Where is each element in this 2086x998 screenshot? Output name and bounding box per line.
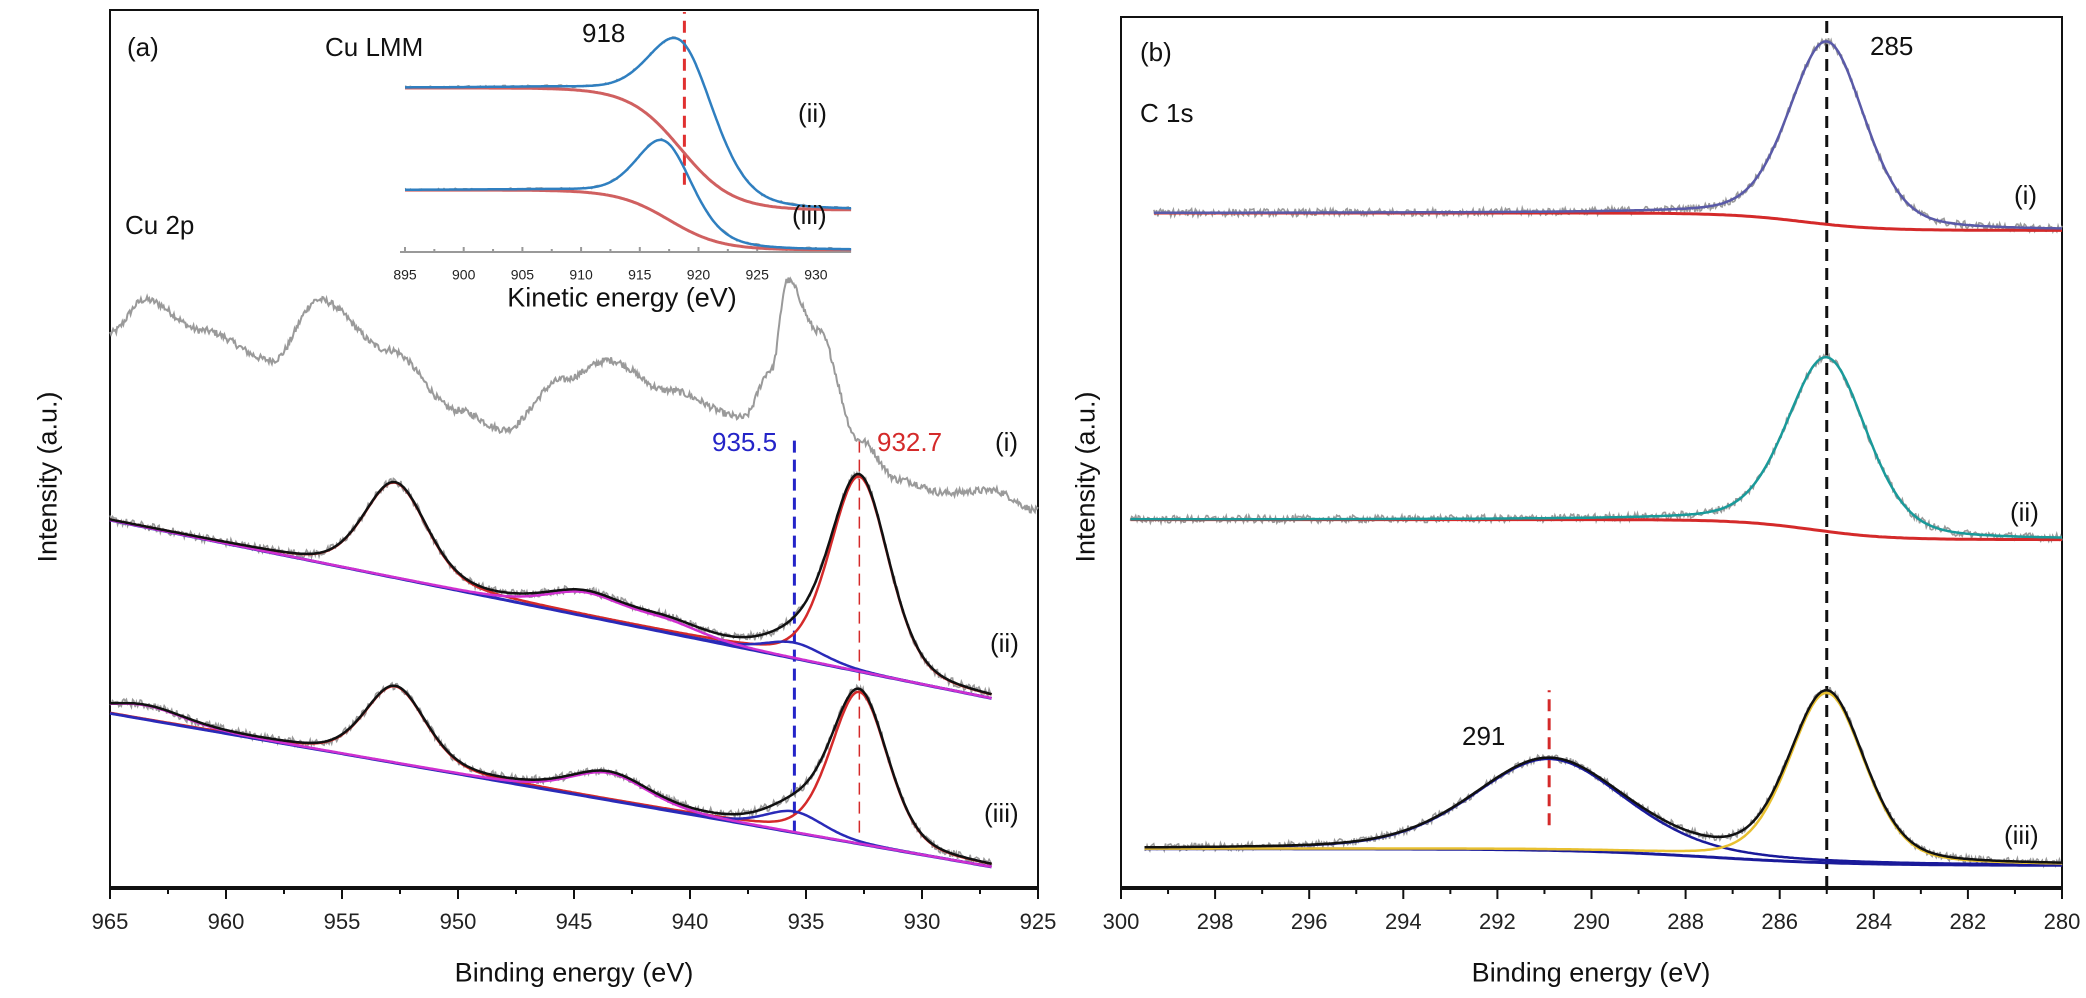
x-tick-label-inset: 925: [746, 267, 770, 283]
panel-a-inset-plot: 895 900 905 910 915 920 925 930: [393, 12, 852, 283]
x-tick-label-b: 292: [1479, 909, 1516, 934]
curve-label-inset-ii: (ii): [798, 98, 827, 128]
curve-label-b-i: (i): [2014, 180, 2038, 210]
x-tick-label-a: 935: [788, 909, 825, 934]
raw-spectrum-b-i: [1153, 37, 2063, 235]
annotation-935-5: 935.5: [712, 427, 778, 457]
x-tick-label-b: 294: [1385, 909, 1422, 934]
x-tick-label-inset: 895: [393, 267, 417, 283]
x-tick-label-inset: 910: [569, 267, 593, 283]
fit-component-a-ii: [109, 518, 992, 700]
inset-title: Cu LMM: [325, 32, 424, 62]
x-tick-label-b: 282: [1950, 909, 1987, 934]
panel-a-plot: 965 960 955 950 945 940 935 930 925: [92, 9, 1057, 934]
x-tick-label-a: 940: [672, 909, 709, 934]
panel-b-plot: 300 298 296 294 292 290 288 286 284 282 280: [1103, 16, 2081, 934]
raw-spectrum-b-ii: [1129, 352, 2063, 544]
x-tick-label-inset: 930: [804, 267, 828, 283]
fit-envelope-b-iii: [1144, 688, 2063, 864]
fit-envelope-a-ii: [109, 472, 992, 696]
x-tick-label-inset: 915: [628, 267, 652, 283]
x-tick-label-inset: 920: [687, 267, 711, 283]
curve-label-b-ii: (ii): [2010, 497, 2039, 527]
x-tick-label-b: 290: [1573, 909, 1610, 934]
fit-component-a-iii: [109, 702, 992, 869]
x-tick-label-b: 298: [1197, 909, 1234, 934]
panel-a-x-axis-label: Binding energy (eV): [454, 957, 694, 988]
fit-component-inset-iii: [405, 138, 852, 251]
x-tick-label-b: 300: [1103, 909, 1140, 934]
x-tick-label-b: 296: [1291, 909, 1328, 934]
panel-b-label: (b): [1140, 37, 1172, 67]
x-tick-label-a: 950: [440, 909, 477, 934]
annotation-918: 918: [582, 18, 626, 48]
panel-a-title: Cu 2p: [125, 210, 195, 240]
x-tick-label-b: 288: [1667, 909, 1704, 934]
raw-spectrum-a-i: [109, 276, 1039, 515]
x-tick-label-a: 925: [1020, 909, 1057, 934]
x-tick-label-b: 286: [1761, 909, 1798, 934]
annotation-285: 285: [1870, 31, 1914, 61]
raw-spectrum-b-iii: [1144, 686, 2063, 869]
x-tick-label-a: 955: [324, 909, 361, 934]
panel-a-y-axis-label: Intensity (a.u.): [32, 391, 63, 563]
background-line-inset-iii: [405, 188, 852, 252]
raw-spectrum-inset-ii: [404, 36, 852, 210]
x-tick-label-b: 280: [2044, 909, 2081, 934]
panel-b-y-axis-label: Intensity (a.u.): [1070, 391, 1101, 563]
x-tick-label-b: 284: [1855, 909, 1892, 934]
fit-component-b-i: [1153, 40, 2063, 230]
annotation-932-7: 932.7: [877, 427, 943, 457]
annotation-291: 291: [1462, 721, 1506, 751]
x-tick-label-inset: 905: [511, 267, 535, 283]
curve-label-a-iii: (iii): [984, 798, 1019, 828]
x-tick-label-a: 965: [92, 909, 129, 934]
curve-label-a-i: (i): [995, 427, 1019, 457]
raw-spectrum-inset-iii: [404, 137, 852, 252]
panel-a-label: (a): [127, 32, 159, 62]
x-tick-label-inset: 900: [452, 267, 476, 283]
fit-component-b-ii: [1130, 355, 2063, 539]
fit-component-b-iii: [1144, 691, 2063, 865]
x-tick-label-a: 960: [208, 909, 245, 934]
plot-frame-b: [1120, 16, 2063, 889]
fit-envelope-a-iii: [109, 684, 992, 866]
curve-label-b-iii: (iii): [2004, 820, 2039, 850]
panel-b-x-axis-label: Binding energy (eV): [1471, 957, 1711, 988]
x-tick-label-a: 945: [556, 909, 593, 934]
inset-x-axis-label: Kinetic energy (eV): [507, 282, 737, 313]
curve-label-a-ii: (ii): [990, 628, 1019, 658]
x-tick-label-a: 930: [904, 909, 941, 934]
fit-component-inset-ii: [405, 36, 852, 210]
curve-label-inset-iii: (iii): [792, 200, 827, 230]
panel-b-title: C 1s: [1140, 98, 1194, 128]
